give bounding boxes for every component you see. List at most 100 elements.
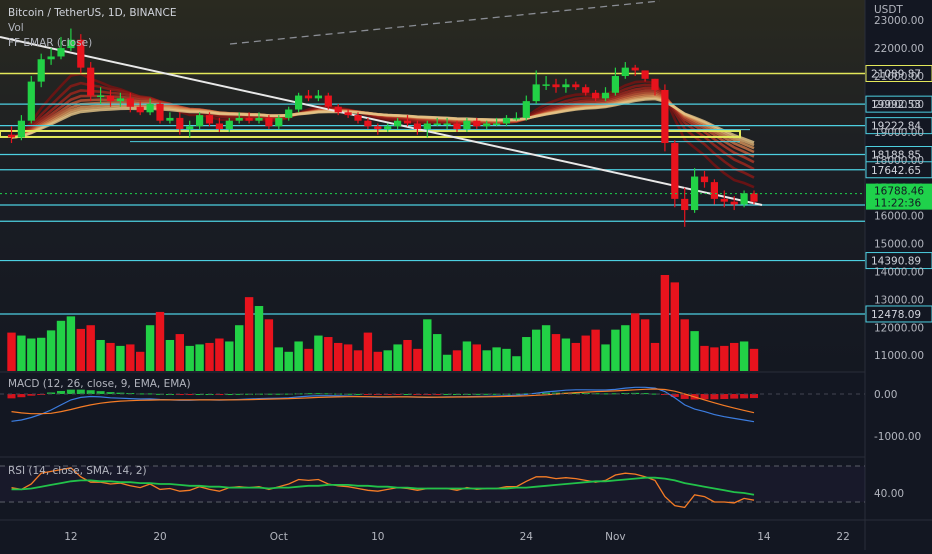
- volume-bar: [730, 342, 739, 371]
- macd-histogram-bar: [443, 393, 452, 395]
- volume-bar: [492, 347, 501, 371]
- macd-line: [11, 386, 755, 423]
- trend-lines: [0, 0, 763, 206]
- price-axis-tick: 20000.00: [874, 99, 924, 111]
- rsi-axis-tick: 40.00: [874, 488, 904, 500]
- price-axis-tick: 16000.00: [874, 211, 924, 223]
- volume-bar: [215, 338, 224, 371]
- candle-body: [77, 39, 85, 68]
- volume-bar: [145, 325, 155, 371]
- volume-bar: [37, 337, 46, 371]
- macd-histogram-bar: [720, 394, 729, 400]
- volume-bar: [116, 345, 125, 371]
- candle-body: [295, 95, 303, 110]
- volume-bar: [650, 342, 660, 371]
- candle-body: [601, 92, 610, 99]
- macd-histogram-bar: [47, 392, 56, 394]
- macd-histogram-bar: [700, 394, 709, 400]
- volume-bar: [393, 344, 402, 371]
- level-label: 18188.85: [871, 150, 921, 162]
- candle-body: [413, 123, 421, 130]
- candle-body: [275, 117, 283, 127]
- volume-bar: [343, 344, 353, 371]
- candle-body: [710, 182, 718, 199]
- level-label: 17642.65: [871, 165, 921, 177]
- macd-histogram-bar: [116, 392, 125, 394]
- macd-histogram-bar: [621, 392, 630, 394]
- candle-body: [374, 126, 382, 130]
- macd-histogram-bar: [680, 394, 689, 399]
- candle-body: [661, 89, 669, 144]
- volume-bar: [403, 339, 412, 371]
- time-axis-label: 22: [836, 531, 849, 543]
- volume-bar: [660, 275, 670, 371]
- candle-body: [671, 143, 679, 199]
- macd-histogram-bar: [344, 393, 353, 395]
- candle-body: [7, 134, 16, 138]
- macd-histogram-bar: [304, 393, 313, 395]
- macd-histogram-bar: [651, 393, 659, 395]
- candle-body: [304, 95, 313, 99]
- candle-body: [740, 193, 748, 205]
- candle-body: [483, 123, 491, 127]
- macd-histogram-bar: [96, 391, 105, 394]
- macd-histogram-bar: [512, 393, 521, 395]
- candle-body: [235, 117, 243, 121]
- volume-bar: [442, 354, 452, 371]
- macd-histogram-bar: [433, 394, 442, 395]
- candle-body: [67, 39, 75, 49]
- ema-ribbon-line: [11, 97, 755, 144]
- volume-bar: [423, 319, 432, 371]
- candle-body: [532, 84, 540, 102]
- macd-histogram-bar: [631, 392, 640, 394]
- macd-histogram-bar: [740, 394, 749, 399]
- candle-body: [196, 115, 204, 127]
- macd-histogram-bar: [571, 392, 580, 394]
- candle-body: [265, 117, 273, 127]
- candle-body: [225, 120, 233, 130]
- candle-body: [641, 70, 649, 79]
- candle-body: [433, 123, 441, 125]
- volume-bar: [225, 341, 234, 371]
- level-badge: [865, 65, 932, 83]
- candle-body: [334, 106, 342, 113]
- candle-body: [344, 112, 352, 116]
- volume-bar: [294, 341, 303, 371]
- candle-body: [582, 87, 590, 93]
- volume-bars: [7, 275, 759, 371]
- volume-bar: [512, 356, 521, 371]
- candle-body: [443, 123, 451, 125]
- macd-histogram-bar: [542, 392, 551, 394]
- volume-bar: [690, 331, 699, 371]
- candle-body: [116, 98, 124, 102]
- ema-label: FF EMAR (close): [8, 37, 92, 49]
- main-pane-background: [0, 0, 865, 372]
- price-axis-tick: 19000.00: [874, 127, 924, 139]
- time-axis-label: 20: [153, 531, 166, 543]
- volume-bar: [522, 337, 531, 371]
- level-label: 14390.89: [871, 256, 921, 268]
- volume-bar: [7, 332, 16, 371]
- level-badge: [865, 161, 932, 179]
- level-label: 19222.84: [871, 121, 921, 133]
- candle-body: [27, 81, 35, 121]
- candle-body: [512, 117, 520, 120]
- volume-bar: [136, 351, 145, 371]
- macd-histogram-bar: [7, 394, 16, 399]
- candle-body: [720, 198, 728, 202]
- level-badge: [865, 252, 932, 270]
- candle-body: [245, 117, 253, 121]
- volume-bar: [383, 350, 392, 371]
- volume-bar: [46, 330, 56, 371]
- macd-axis-tick: 0.00: [874, 389, 897, 401]
- level-badge: [865, 305, 932, 323]
- support-zone: [0, 129, 741, 138]
- volume-bar: [611, 329, 620, 371]
- macd-histogram-bar: [601, 393, 610, 395]
- volume-bar: [452, 350, 462, 371]
- candle-body: [522, 101, 530, 118]
- level-label: 21089.87: [871, 69, 921, 81]
- volume-bar: [720, 345, 729, 371]
